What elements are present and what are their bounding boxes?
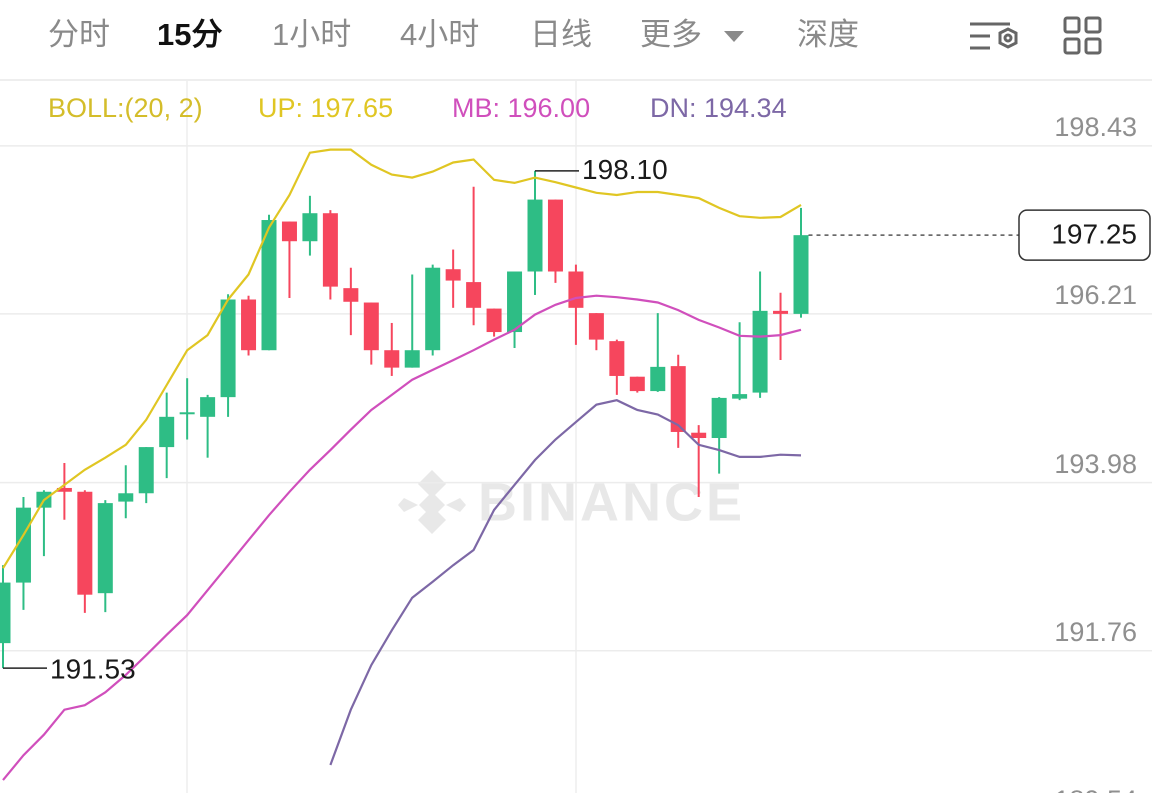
- candle-body: [15, 507, 31, 583]
- dropdown-arrow[interactable]: [724, 31, 744, 42]
- candle-body: [609, 341, 625, 376]
- candle-body: [425, 267, 441, 351]
- candle-body: [629, 376, 645, 392]
- tab[interactable]: 4小时: [400, 17, 479, 52]
- candle-body: [0, 582, 11, 644]
- candle-body: [56, 487, 72, 492]
- last-price-box: [1018, 209, 1151, 261]
- candle-body: [650, 366, 666, 392]
- candle-body: [670, 366, 686, 432]
- candle-body: [527, 199, 543, 272]
- layout-icon[interactable]: [1063, 16, 1102, 55]
- candle-body: [200, 397, 216, 417]
- candle-body: [752, 310, 768, 393]
- y-tick-label: 189.54: [1054, 785, 1137, 793]
- tab[interactable]: 分时: [48, 17, 110, 52]
- y-tick-label: 191.76: [1054, 617, 1137, 647]
- candle-body: [363, 302, 379, 351]
- candle-body: [732, 394, 748, 399]
- candle-body: [773, 310, 789, 314]
- tab[interactable]: 15分: [157, 17, 222, 52]
- high-label: 198.10: [582, 154, 668, 185]
- tab[interactable]: 1小时: [272, 17, 351, 52]
- candle-body: [384, 350, 400, 368]
- candle-body: [547, 199, 563, 272]
- boll-line: [329, 399, 802, 766]
- candle-body: [220, 299, 236, 398]
- candle-body: [343, 288, 359, 302]
- candle-body: [97, 503, 113, 594]
- candle-body: [404, 350, 420, 368]
- legend-entry: UP: 197.65: [258, 93, 393, 123]
- candle-body: [179, 412, 195, 415]
- candle-body: [588, 313, 604, 340]
- candle-body: [445, 269, 461, 281]
- y-tick-label: 196.21: [1054, 280, 1137, 310]
- candle-body: [711, 397, 727, 439]
- candle-body: [118, 493, 134, 502]
- indicator-label: BOLL:(20, 2): [48, 93, 203, 123]
- candle-body: [241, 299, 257, 351]
- candle-body: [507, 271, 523, 333]
- candle-body: [138, 447, 154, 494]
- boll-line: [2, 148, 802, 569]
- legend-entry: DN: 194.34: [650, 93, 787, 123]
- candle-body: [466, 282, 482, 308]
- last-price-label: 197.25: [1051, 219, 1137, 250]
- y-tick-label: 193.98: [1054, 449, 1137, 479]
- candle-body: [691, 432, 707, 439]
- candle-body: [159, 416, 175, 448]
- tab[interactable]: 深度: [797, 17, 859, 52]
- tab[interactable]: 更多: [640, 17, 702, 52]
- boll-line: [2, 294, 802, 781]
- candle-body: [486, 308, 502, 333]
- candle-body: [281, 221, 297, 242]
- tab[interactable]: 日线: [530, 17, 592, 52]
- watermark-logo: [398, 470, 466, 534]
- candle-body: [793, 235, 809, 314]
- candle-body: [77, 491, 93, 595]
- legend-entry: MB: 196.00: [452, 93, 590, 123]
- y-tick-label: 198.43: [1054, 112, 1137, 142]
- low-label: 191.53: [50, 654, 136, 685]
- settings-icon[interactable]: [970, 22, 1018, 50]
- candle-body: [261, 220, 277, 351]
- candle-body: [302, 213, 318, 242]
- candle-body: [568, 271, 584, 308]
- candle-body: [322, 213, 338, 287]
